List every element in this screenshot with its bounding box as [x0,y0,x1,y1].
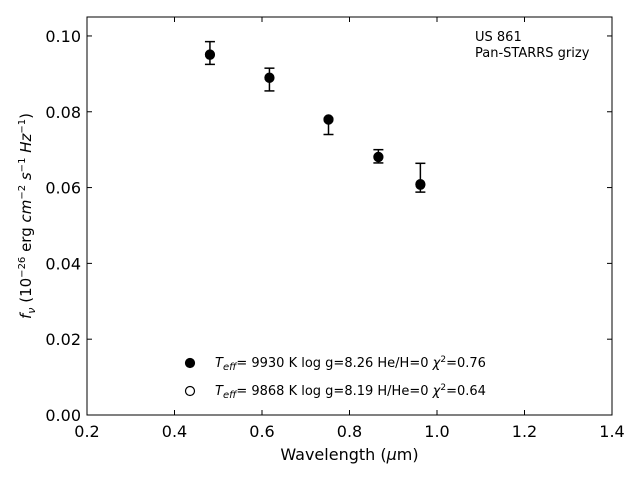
legend-row-2-marker [184,385,196,397]
x-tick-label: 0.2 [74,422,99,441]
y-axis-label: fν (10−26 erg cm−2 s−1 Hz−1) [17,113,38,319]
y-tick-label: 0.04 [45,254,81,273]
legend-row-2-label: Teff= 9868 K log g=8.19 H/He=0 χ2=0.64 [215,383,486,401]
model-point-filled [415,179,426,190]
x-tick-label: 1.2 [512,422,537,441]
y-tick-label: 0.10 [45,27,81,46]
model-point-filled [204,49,215,60]
model-point-filled [323,114,334,125]
legend-row-1-label: Teff= 9930 K log g=8.26 He/H=0 χ2=0.76 [215,355,486,373]
x-tick-label: 1.4 [599,422,624,441]
model-point-filled [373,152,384,163]
y-tick-label: 0.02 [45,330,81,349]
x-tick-label: 1.0 [424,422,449,441]
x-tick-label: 0.4 [162,422,187,441]
chart-texts: US 861 Pan-STARRS grizy Wavelength (μm) f… [17,30,590,464]
data-markers [204,40,426,193]
x-tick-label: 0.8 [337,422,362,441]
legend: Teff= 9930 K log g=8.26 He/H=0 χ2=0.76 Te… [184,355,486,401]
axis-ticks: 0.2 0.4 0.6 0.8 1.0 1.2 1.4 0.00 0.02 0.04 0.06 0.0… [45,17,625,441]
survey-label: Pan-STARRS grizy [475,46,590,61]
model-point-filled [264,73,275,84]
y-tick-label: 0.00 [45,406,81,425]
y-tick-label: 0.08 [45,103,81,122]
x-tick-label: 0.6 [249,422,274,441]
y-tick-label: 0.06 [45,179,81,198]
legend-row-1-marker [184,357,196,369]
object-label: US 861 [475,30,522,45]
x-axis-label: Wavelength (μm) [280,445,418,464]
